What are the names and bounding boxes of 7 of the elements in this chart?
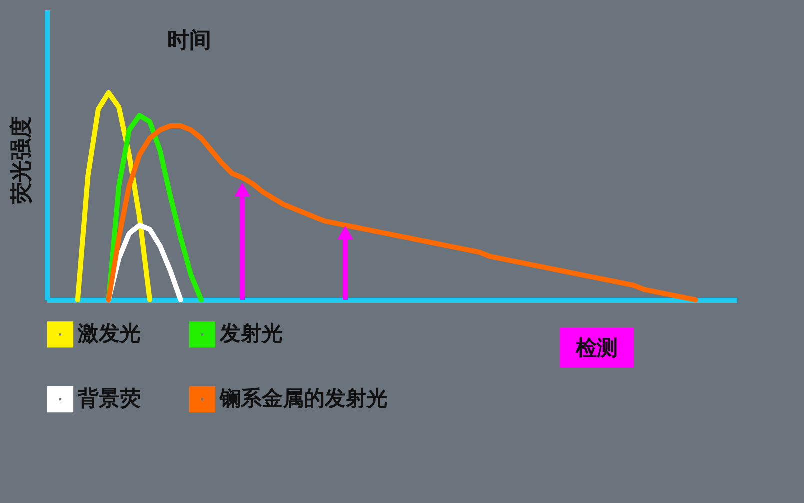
legend-label: 背景荧: [77, 386, 141, 410]
y-axis-title: 荧光强度: [8, 116, 34, 206]
legend-label: 激发光: [77, 322, 141, 346]
legend-label: 镧系金属的发射光: [219, 386, 388, 410]
text: 检测: [560, 328, 634, 368]
legend-label: 发射光: [219, 322, 283, 346]
x-axis-title: 时间: [168, 28, 212, 54]
